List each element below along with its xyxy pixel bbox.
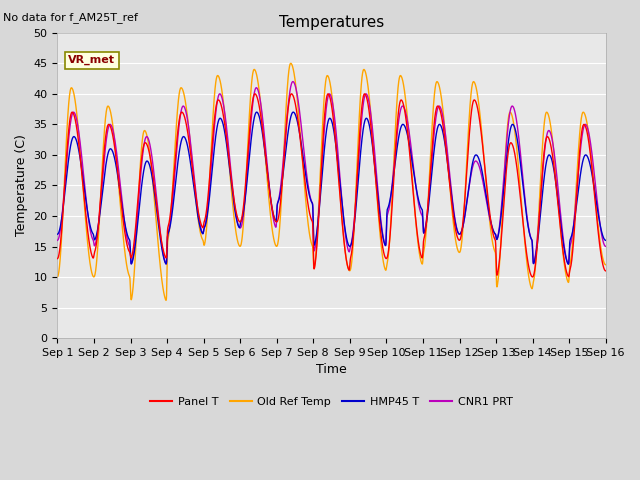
Legend: Panel T, Old Ref Temp, HMP45 T, CNR1 PRT: Panel T, Old Ref Temp, HMP45 T, CNR1 PRT — [146, 393, 517, 411]
Text: No data for f_AM25T_ref: No data for f_AM25T_ref — [3, 12, 138, 23]
Title: Temperatures: Temperatures — [279, 15, 384, 30]
X-axis label: Time: Time — [316, 363, 347, 376]
Text: VR_met: VR_met — [68, 55, 115, 65]
Y-axis label: Temperature (C): Temperature (C) — [15, 134, 28, 236]
